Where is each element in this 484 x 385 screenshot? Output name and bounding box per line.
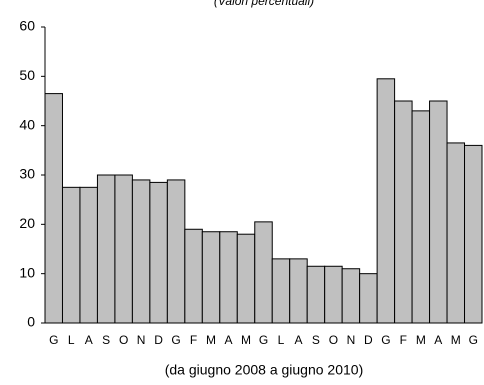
x-tick-label: L — [278, 333, 285, 347]
x-tick-label: M — [416, 333, 426, 347]
bar — [44, 93, 63, 324]
y-tick-label: 20 — [19, 215, 35, 231]
bar — [166, 179, 186, 324]
x-tick-label: O — [119, 333, 128, 347]
bar — [429, 100, 448, 324]
x-tick-label: M — [451, 333, 461, 347]
bar — [464, 144, 483, 324]
x-tick-label: O — [329, 333, 338, 347]
chart-subtitle: (Valori percentuali) — [214, 0, 314, 8]
bar — [254, 221, 273, 324]
x-tick-label: A — [85, 333, 93, 347]
x-tick-label: A — [434, 333, 442, 347]
bar — [359, 273, 378, 324]
bar — [446, 142, 466, 324]
x-tick-label: M — [206, 333, 216, 347]
x-tick-label: G — [171, 333, 180, 347]
bar — [131, 179, 151, 324]
y-tick-label: 30 — [19, 166, 35, 182]
x-tick-label: S — [312, 333, 320, 347]
x-tick-label: D — [364, 333, 373, 347]
bar — [394, 100, 413, 324]
y-tick-label: 50 — [19, 67, 35, 83]
bar — [61, 186, 81, 324]
bar — [341, 268, 361, 324]
bar — [376, 78, 396, 324]
bar — [149, 181, 168, 324]
bar — [289, 258, 308, 324]
x-tick-label: N — [137, 333, 146, 347]
x-tick-label: G — [259, 333, 268, 347]
y-tick-label: 60 — [19, 18, 35, 34]
bar — [79, 186, 98, 324]
bar — [411, 110, 431, 324]
bar — [306, 265, 326, 324]
x-tick-label: G — [381, 333, 390, 347]
y-tick-label: 40 — [19, 116, 35, 132]
x-tick-label: S — [102, 333, 110, 347]
x-tick-label: G — [469, 333, 478, 347]
x-axis-label: (da giugno 2008 a giugno 2010) — [165, 362, 364, 378]
bar — [236, 233, 256, 324]
x-tick-label: N — [347, 333, 356, 347]
x-tick-label: F — [190, 333, 197, 347]
bar — [271, 258, 291, 324]
bar — [201, 231, 221, 324]
x-tick-label: A — [225, 333, 233, 347]
bar — [324, 265, 343, 324]
x-tick-label: A — [294, 333, 302, 347]
x-tick-label: F — [400, 333, 407, 347]
y-tick-label: 0 — [27, 314, 35, 330]
bar — [184, 228, 203, 324]
bar — [96, 174, 116, 324]
x-tick-label: L — [68, 333, 75, 347]
bar — [219, 231, 238, 324]
bar — [114, 174, 133, 324]
y-tick-label: 10 — [19, 264, 35, 280]
x-tick-label: D — [154, 333, 163, 347]
x-tick-label: M — [241, 333, 251, 347]
x-tick-label: G — [49, 333, 58, 347]
